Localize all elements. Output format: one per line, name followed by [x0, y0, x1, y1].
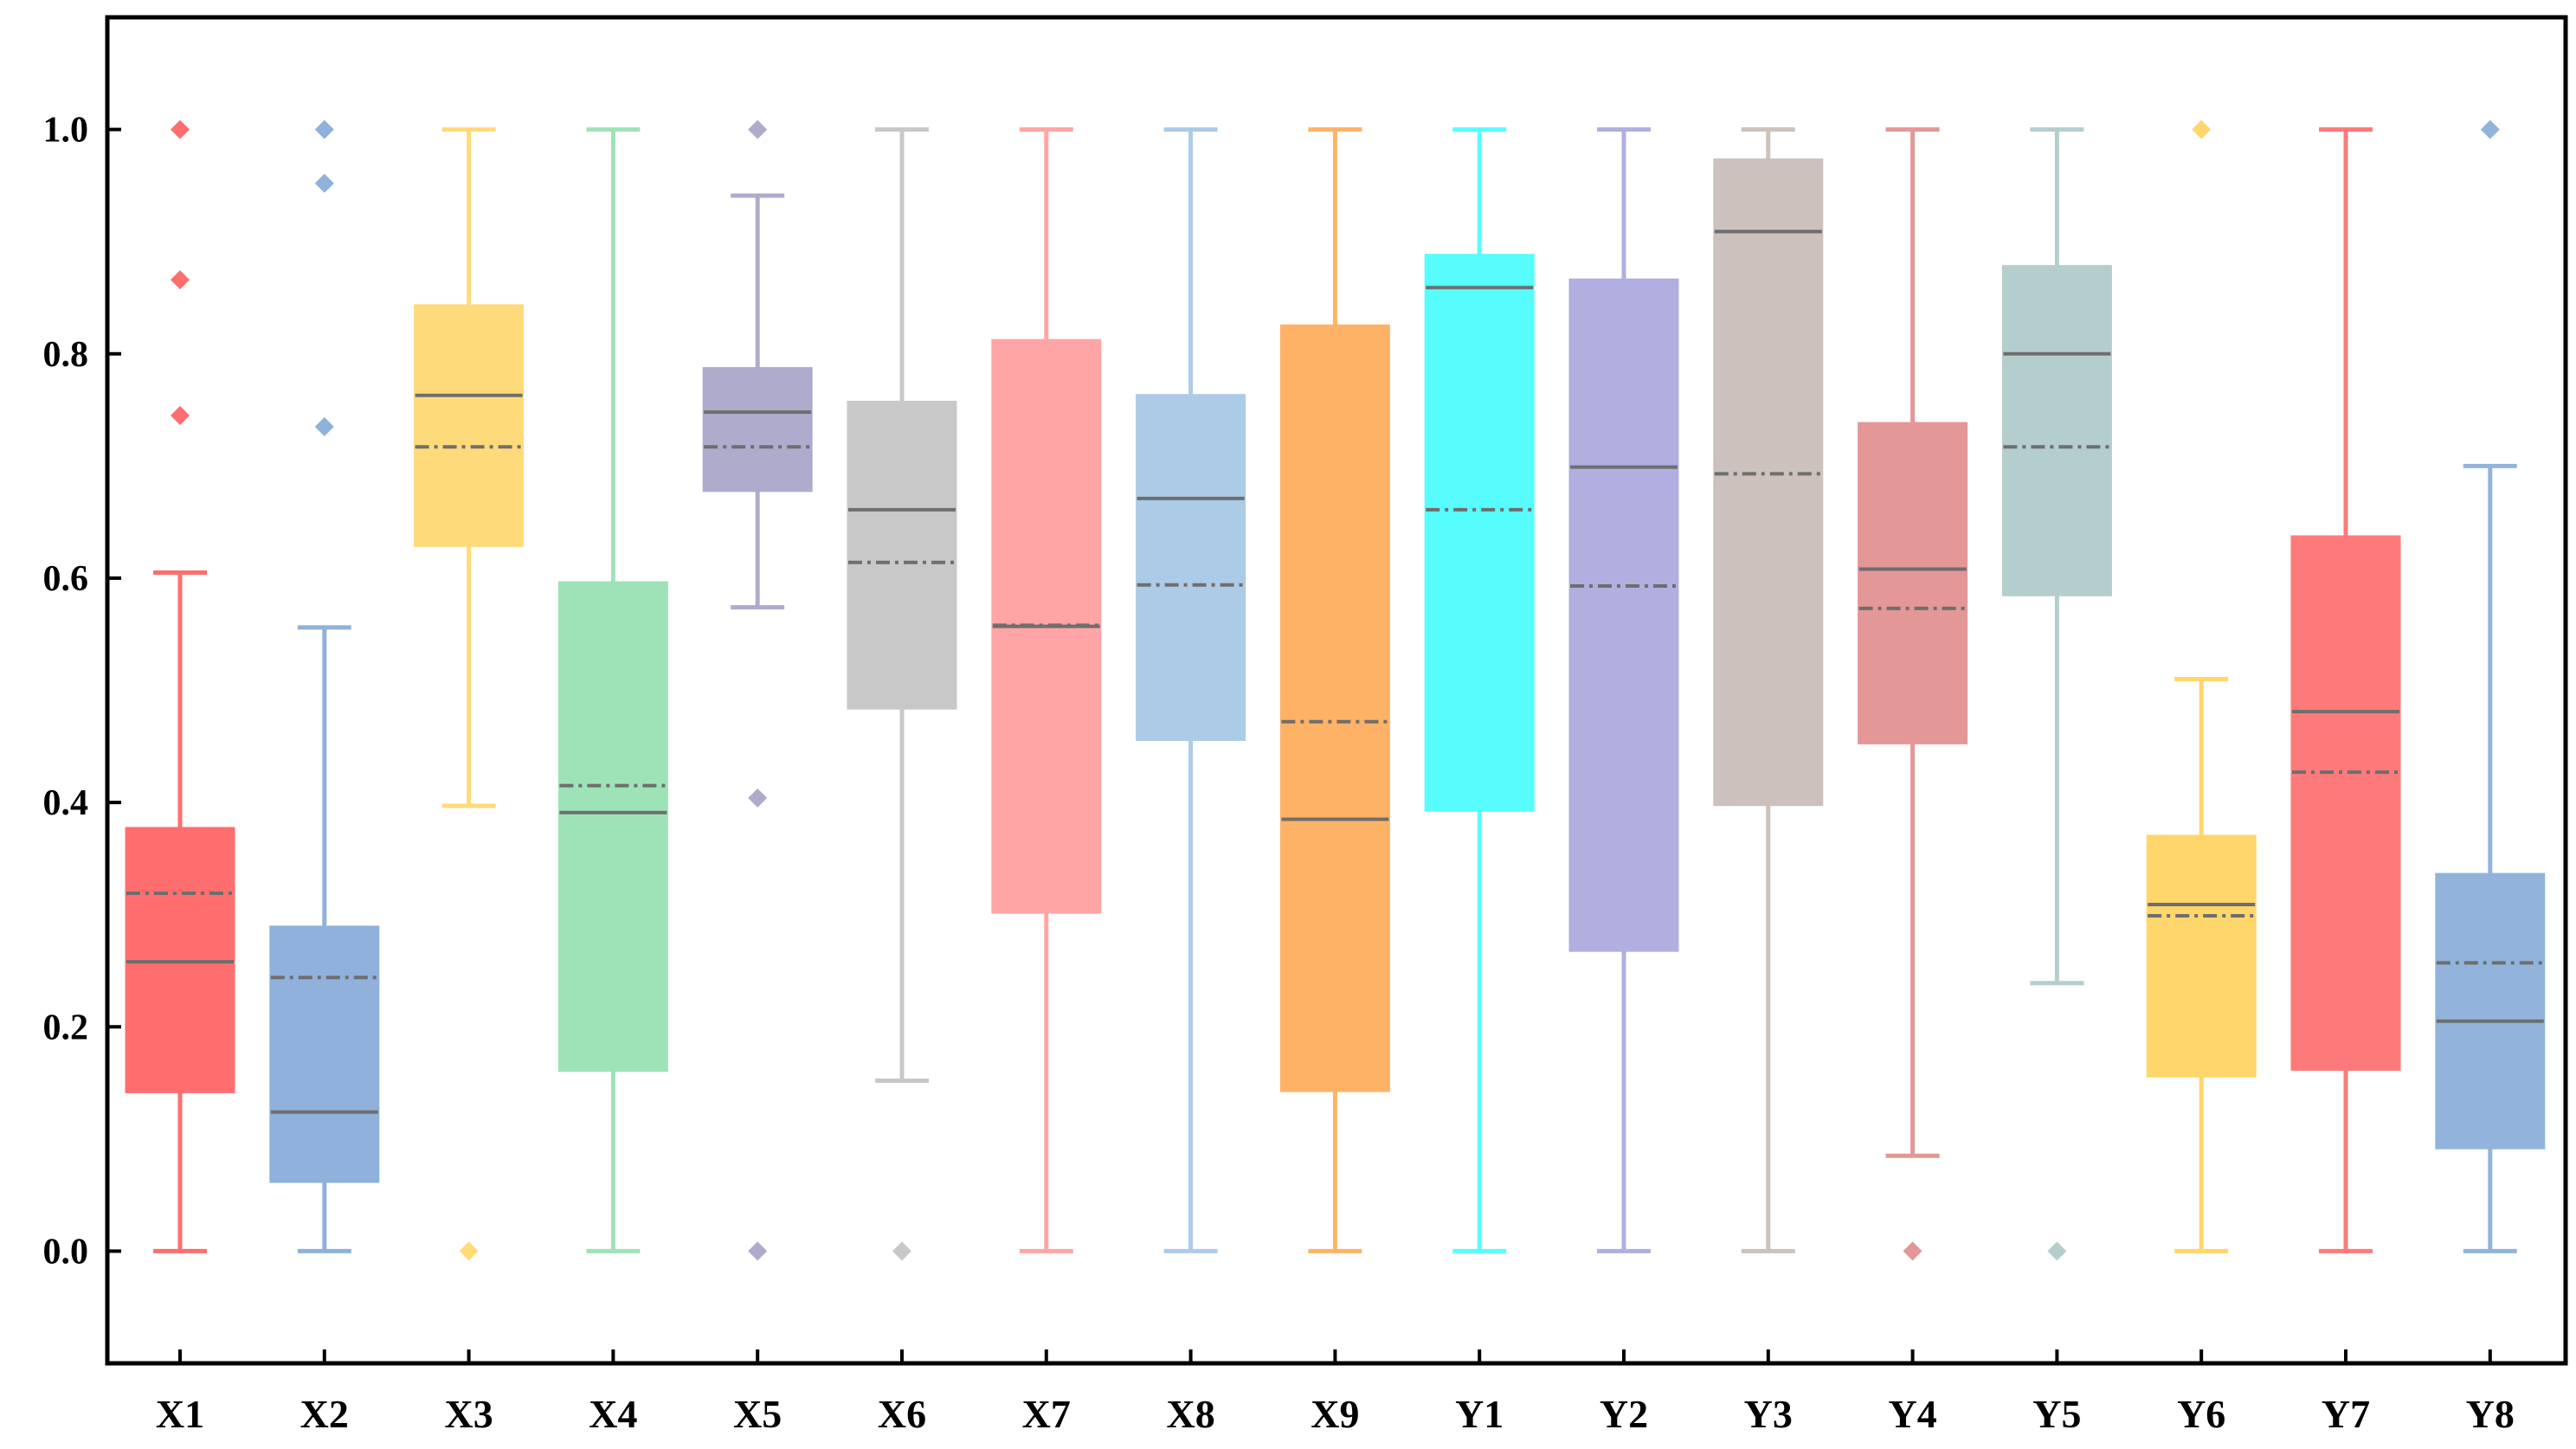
y-tick-label: 0.0	[43, 1232, 89, 1272]
box-y3	[1713, 127, 1824, 1253]
iqr-box	[269, 925, 380, 1183]
outlier-point	[1903, 1241, 1922, 1261]
outlier-point	[2192, 119, 2212, 139]
iqr-box	[1136, 394, 1246, 742]
box-y8	[2435, 119, 2546, 1253]
x-tick-label: Y8	[2466, 1392, 2515, 1436]
x-tick-label: X3	[444, 1392, 493, 1436]
box-x1	[125, 119, 235, 1253]
box-x3	[414, 127, 525, 1261]
iqr-box	[2146, 834, 2257, 1078]
box-x7	[991, 127, 1102, 1253]
iqr-box	[1858, 422, 1968, 744]
box-x9	[1279, 127, 1390, 1253]
iqr-box	[414, 304, 525, 547]
outlier-point	[314, 119, 334, 139]
x-tick-label: X8	[1166, 1392, 1214, 1436]
box-y4	[1858, 127, 1968, 1261]
x-tick-label: X2	[300, 1392, 349, 1436]
outlier-point	[748, 1241, 768, 1261]
y-tick-label: 0.8	[43, 335, 89, 375]
outlier-point	[171, 270, 190, 290]
outlier-point	[171, 406, 190, 426]
x-tick-label: Y6	[2177, 1392, 2225, 1436]
x-tick-label: X1	[156, 1392, 204, 1436]
iqr-box	[1424, 254, 1535, 812]
outlier-point	[314, 173, 334, 193]
x-tick-label: X5	[733, 1392, 782, 1436]
y-tick-label: 0.2	[43, 1008, 89, 1047]
x-tick-label: Y3	[1744, 1392, 1793, 1436]
outlier-point	[748, 788, 768, 808]
box-x2	[269, 119, 380, 1253]
iqr-box	[847, 400, 957, 710]
box-x8	[1136, 127, 1246, 1253]
iqr-box	[2001, 265, 2112, 596]
plot-frame	[105, 15, 2568, 1366]
x-tick-label: Y1	[1455, 1392, 1504, 1436]
iqr-box	[1568, 278, 1679, 952]
box-x6	[847, 127, 957, 1261]
x-tick-label: X9	[1311, 1392, 1359, 1436]
y-tick-label: 0.6	[43, 559, 89, 599]
outlier-point	[892, 1241, 911, 1261]
outlier-point	[171, 119, 190, 139]
x-axis: X1 X2 X3 X4 X5 X6 X7 X8 X9 Y1 Y2 Y3 Y4 Y5 Y6 Y7 Y8	[156, 1349, 2515, 1436]
outlier-point	[2480, 119, 2500, 139]
y-axis: 0.0 0.2 0.4 0.6 0.8 1.0	[43, 111, 121, 1272]
iqr-box	[702, 367, 813, 493]
box-y1	[1424, 127, 1535, 1253]
iqr-box	[1279, 324, 1390, 1092]
x-tick-label: Y4	[1888, 1392, 1936, 1436]
x-tick-label: X7	[1022, 1392, 1071, 1436]
outlier-point	[459, 1241, 479, 1261]
x-tick-label: Y7	[2322, 1392, 2370, 1436]
box-y6	[2146, 119, 2257, 1253]
y-tick-label: 0.4	[43, 783, 89, 823]
iqr-box	[1713, 158, 1824, 807]
box-y5	[2001, 127, 2112, 1261]
x-tick-label: X6	[878, 1392, 926, 1436]
outlier-point	[2047, 1241, 2067, 1261]
box-series	[125, 119, 2546, 1261]
iqr-box	[2435, 873, 2546, 1150]
box-x5	[702, 119, 813, 1261]
x-tick-label: Y5	[2032, 1392, 2081, 1436]
x-tick-label: Y2	[1600, 1392, 1648, 1436]
y-tick-label: 1.0	[43, 111, 89, 151]
iqr-box	[557, 581, 668, 1072]
x-tick-label: X4	[589, 1392, 637, 1436]
box-x4	[557, 127, 668, 1253]
outlier-point	[748, 119, 768, 139]
outlier-point	[314, 416, 334, 436]
box-y7	[2290, 127, 2401, 1253]
iqr-box	[2290, 535, 2401, 1071]
box-y2	[1568, 127, 1679, 1253]
